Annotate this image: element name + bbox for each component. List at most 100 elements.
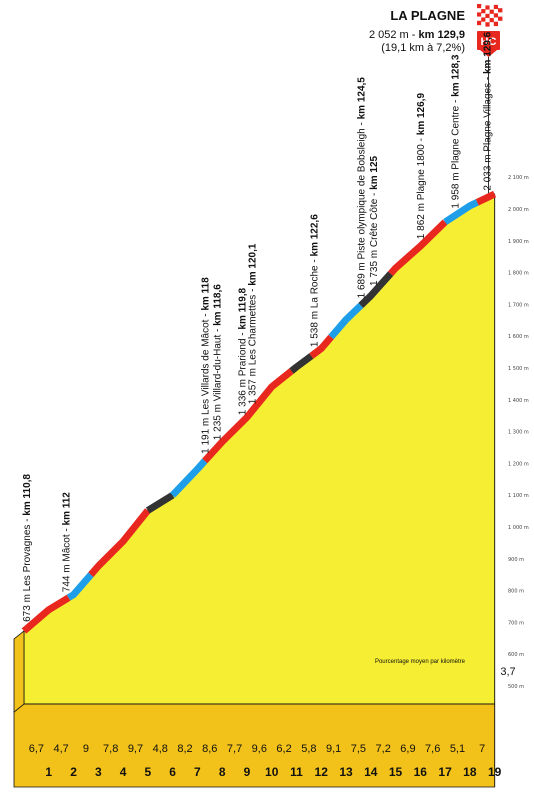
profile-side <box>13 630 25 713</box>
waypoint-km: km 125 <box>369 155 380 189</box>
flag-cell <box>485 5 490 10</box>
km-marker-label: 9 <box>244 765 251 779</box>
summit-info: 2 052 m - km 129,9 <box>369 29 465 41</box>
gradient-value: 4,8 <box>153 743 168 755</box>
waypoint-km: km 119,8 <box>238 287 249 329</box>
gradient-value: 7,6 <box>425 743 440 755</box>
profile-segment <box>202 368 294 464</box>
profile-segment <box>145 492 175 514</box>
waypoint-km: km 129,6 <box>483 31 494 74</box>
waypoint-km: km 120,1 <box>247 243 258 286</box>
waypoint-label: 2 033 m Plagne Villages - km 129,6 <box>483 31 494 190</box>
altitude-axis: 500 m 600 m 700 m 800 m 900 m 1 000 m 1 100 m 1… <box>508 175 529 690</box>
altitude-tick-label: 1 600 m <box>508 334 529 340</box>
km-marker-label: 8 <box>219 765 226 779</box>
hc-category-badge: HC <box>477 31 500 57</box>
profile-segment <box>475 190 497 206</box>
flag-cell <box>481 4 486 10</box>
gradient-value: 8,2 <box>177 743 192 755</box>
flag-cell <box>477 12 482 17</box>
flag-cell <box>485 18 490 23</box>
flag-cell <box>498 4 503 9</box>
gradient-value: 7,5 <box>351 743 366 755</box>
km-marker-label: 2 <box>70 765 77 779</box>
gradient-value: 7,8 <box>103 743 118 755</box>
flag-cell <box>477 8 482 13</box>
flag-cell <box>481 21 486 27</box>
flag-cell <box>489 5 494 10</box>
gradient-value: 7,7 <box>227 743 242 755</box>
altitude-tick-label: 1 200 m <box>508 461 529 467</box>
altitude-tick-label: 500 m <box>508 684 524 690</box>
altitude-tick-label: 600 m <box>508 652 524 658</box>
altitude-tick-label: 1 300 m <box>508 430 529 436</box>
profile-segment <box>66 572 94 601</box>
altitude-tick-label: 700 m <box>508 620 524 626</box>
profile-segment <box>289 353 314 374</box>
gradient-row: 6,7 4,7 9 7,8 9,7 4,8 8,2 8,6 7,7 9,6 6,2 5,8 9,1 7,5… <box>29 666 516 755</box>
flag-cell <box>485 13 490 19</box>
km-marker-label: 18 <box>463 765 477 779</box>
flag-cell <box>477 16 482 21</box>
km-marker-label: 6 <box>169 765 176 779</box>
gradient-value: 9,7 <box>128 743 143 755</box>
waypoint-km: km 110,8 <box>22 474 33 516</box>
summit-separator: - <box>409 29 419 41</box>
summit-name: LA PLAGNE <box>390 8 465 23</box>
flag-cell <box>489 18 494 23</box>
flag-cell <box>498 8 503 13</box>
summit-km: 129,9 <box>437 29 465 41</box>
summit-header: LA PLAGNE 2 052 m - km 129,9 (19,1 km à … <box>369 4 503 232</box>
km-marker-label: 15 <box>389 765 403 779</box>
flag-cell <box>489 13 494 19</box>
waypoint-label: 1 336 m Prariond - km 119,8 <box>238 287 249 415</box>
km-axis: 1 2 3 4 5 6 7 8 9 10 11 12 13 14 15 16 17 18 19 <box>45 765 501 779</box>
flag-cell <box>477 20 482 26</box>
waypoint-label: 1 191 m Les Villards de Mâcot - km 118 <box>200 277 211 454</box>
km-marker-label: 14 <box>364 765 378 779</box>
profile-line <box>21 190 497 634</box>
summit-altitude: 2 052 m <box>369 29 409 41</box>
waypoint-label: 1 862 m Plagne 1800 - km 126,9 <box>416 93 427 240</box>
gradient-value: 4,7 <box>54 743 69 755</box>
gradient-value: 7 <box>479 743 485 755</box>
waypoint-place: 2 033 m Plagne Villages - <box>483 74 494 191</box>
flag-cell <box>481 9 486 14</box>
profile-segment <box>443 199 479 225</box>
km-marker-label: 10 <box>265 765 279 779</box>
waypoint-label: 1 689 m Piste olympique de Bobsleigh - k… <box>356 77 367 299</box>
gradient-value: 3,7 <box>500 666 515 678</box>
waypoint-place: 1 191 m Les Villards de Mâcot - <box>200 311 211 454</box>
waypoint-place: 673 m Les Provagnes - <box>22 516 33 622</box>
flag-cell <box>477 4 482 9</box>
altitude-tick-label: 2 100 m <box>508 175 529 181</box>
gradient-value: 5,8 <box>301 743 316 755</box>
flag-cell <box>489 9 494 15</box>
altitude-tick-label: 1 700 m <box>508 302 529 308</box>
profile-segment <box>21 594 71 634</box>
summit-details: (19,1 km à 7,2%) <box>381 42 465 54</box>
flag-cell <box>481 13 486 18</box>
profile-segment <box>88 508 151 577</box>
profile-segment <box>170 458 208 498</box>
gradient-value: 8,6 <box>202 743 217 755</box>
altitude-tick-label: 1 400 m <box>508 398 529 404</box>
waypoint-labels: 673 m Les Provagnes - km 110,8 744 m Mâco… <box>22 31 494 622</box>
waypoint-place: 1 357 m Les Charmettes - <box>247 286 258 404</box>
waypoint-km: km 128,3 <box>451 54 462 97</box>
waypoint-km: km 118 <box>200 277 211 311</box>
flag-cell <box>485 22 490 27</box>
altitude-tick-label: 800 m <box>508 589 524 595</box>
gradient-value: 9,1 <box>326 743 341 755</box>
km-marker-label: 4 <box>120 765 127 779</box>
gradient-value: 9,6 <box>252 743 267 755</box>
altitude-tick-label: 1 900 m <box>508 239 529 245</box>
gradient-value: 7,2 <box>376 743 391 755</box>
waypoint-place: 1 235 m Villard-du-Haut - <box>213 326 224 440</box>
gradient-value: 6,2 <box>276 743 291 755</box>
km-marker-label: 7 <box>194 765 201 779</box>
km-marker-label: 11 <box>290 765 303 779</box>
waypoint-place: 1 336 m Prariond - <box>238 330 249 416</box>
gradient-note: Pourcentage moyen par kilomètre <box>375 659 466 665</box>
